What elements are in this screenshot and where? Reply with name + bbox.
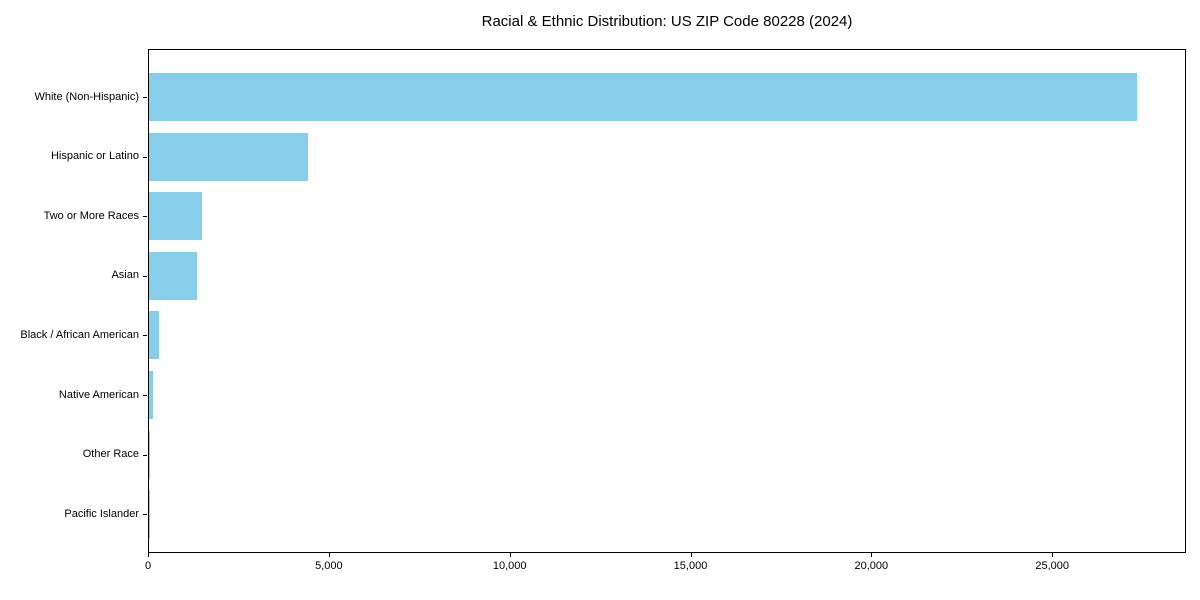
y-tick-native-american xyxy=(143,395,147,396)
y-tick-label-native-american: Native American xyxy=(58,388,139,401)
y-tick-white-non-hispanic xyxy=(143,97,147,98)
bar-white-non-hispanic xyxy=(149,73,1138,121)
bar-black-african-american xyxy=(149,311,160,360)
x-tick-15000 xyxy=(690,553,692,557)
y-tick-label-white-non-hispanic: White (Non-Hispanic) xyxy=(34,90,139,103)
x-tick-label-25000: 25,000 xyxy=(1035,560,1069,572)
y-tick-black-african-american xyxy=(143,335,147,337)
bar-native-american xyxy=(149,371,153,419)
y-tick-label-two-or-more-races: Two or More Races xyxy=(43,209,139,222)
x-tick-label-5000: 5,000 xyxy=(315,560,343,572)
x-tick-20000 xyxy=(871,553,873,557)
y-tick-other-race xyxy=(143,454,147,456)
bar-other-race xyxy=(149,430,151,479)
x-tick-25000 xyxy=(1052,553,1054,557)
bar-hispanic-or-latino xyxy=(149,132,309,181)
y-tick-label-hispanic-or-latino: Hispanic or Latino xyxy=(50,150,139,163)
y-tick-label-other-race: Other Race xyxy=(82,448,139,461)
y-tick-hispanic-or-latino xyxy=(143,156,147,158)
chart-title: Racial & Ethnic Distribution: US ZIP Cod… xyxy=(481,13,853,30)
x-tick-label-10000: 10,000 xyxy=(492,560,527,572)
y-tick-pacific-islander xyxy=(143,514,147,516)
bar-two-or-more-races xyxy=(149,192,202,241)
y-tick-two-or-more-races xyxy=(143,216,147,218)
x-tick-5000 xyxy=(328,553,330,557)
y-tick-label-pacific-islander: Pacific Islander xyxy=(64,507,139,520)
plot-area xyxy=(148,49,1186,553)
x-tick-label-20000: 20,000 xyxy=(854,560,889,572)
y-tick-label-asian: Asian xyxy=(111,269,139,282)
y-tick-asian xyxy=(143,275,147,277)
x-tick-10000 xyxy=(509,553,511,557)
x-tick-label-0: 0 xyxy=(144,560,152,572)
y-tick-label-black-african-american: Black / African American xyxy=(20,328,139,341)
x-tick-label-15000: 15,000 xyxy=(673,560,708,572)
bar-asian xyxy=(149,251,198,300)
x-tick-0 xyxy=(148,553,149,557)
